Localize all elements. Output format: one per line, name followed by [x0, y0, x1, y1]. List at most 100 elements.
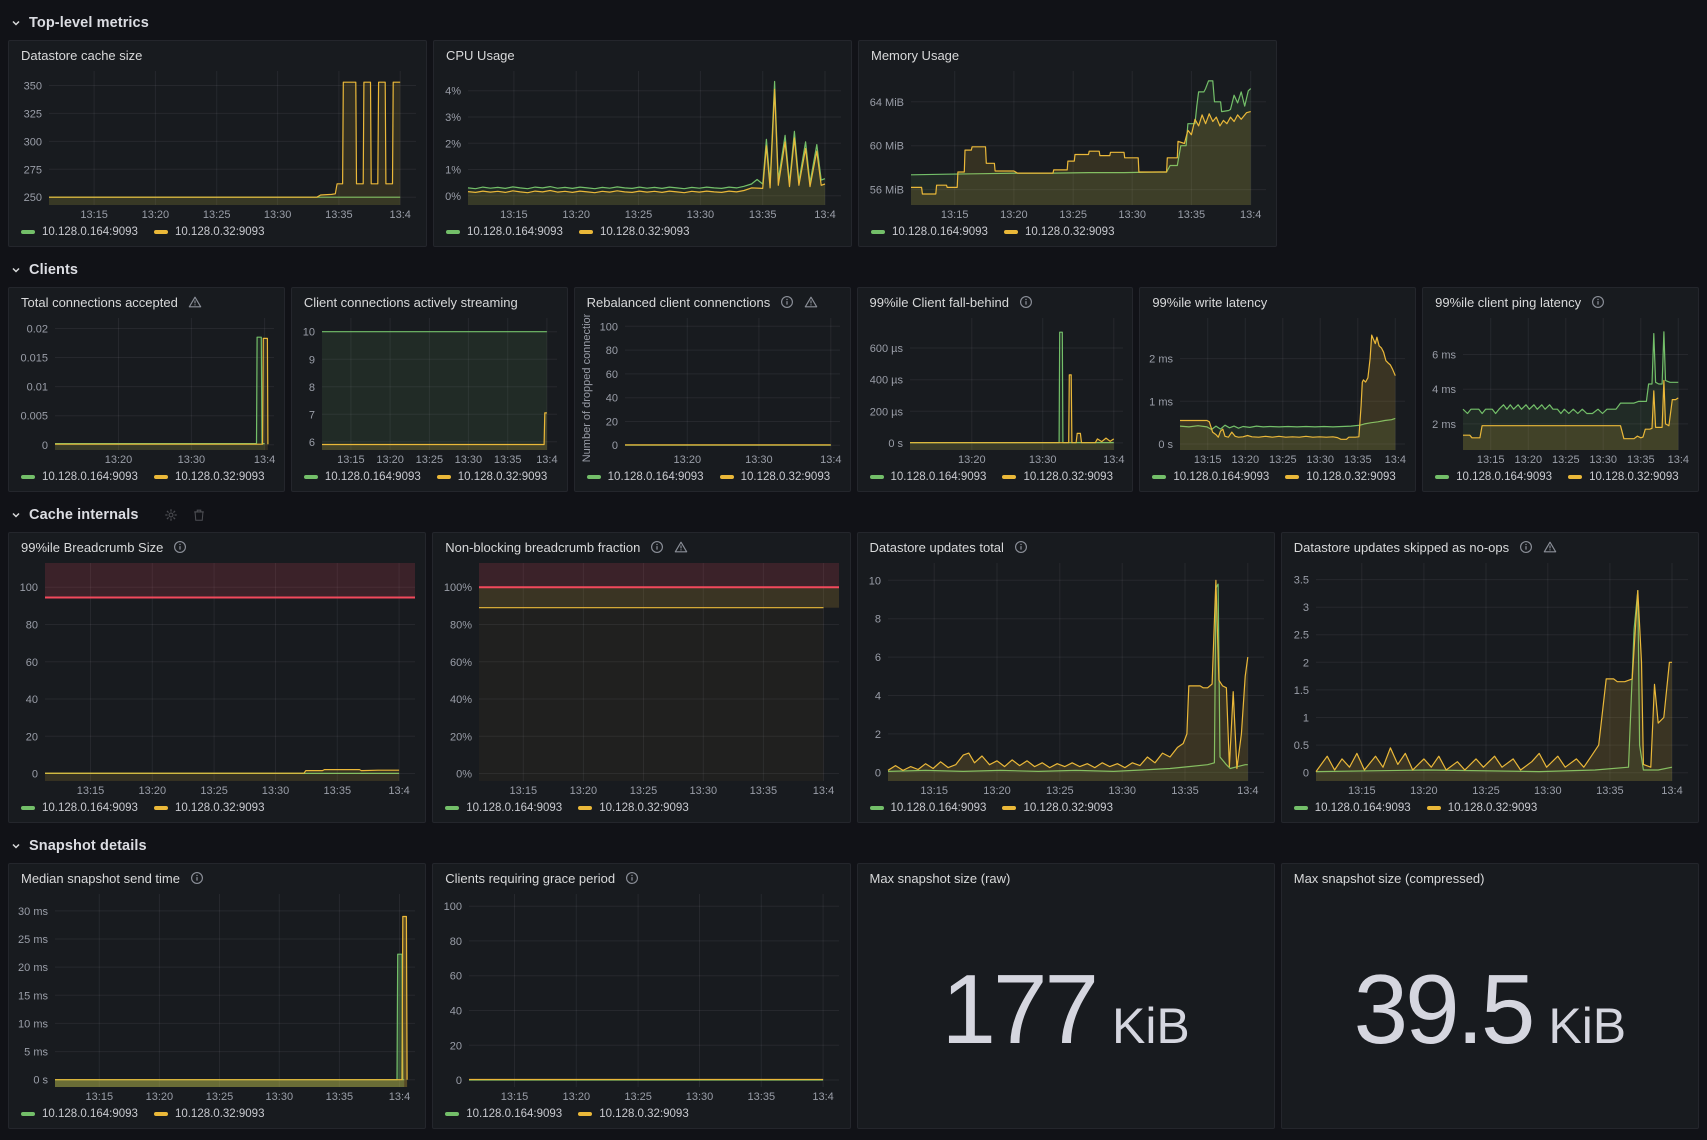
time-series-chart[interactable]: 100% 80% 60% 40% 20% 0% 13:15 13:20 13:25 13:30 13…: [437, 559, 845, 798]
legend-label: 10.128.0.164:9093: [42, 226, 138, 238]
panel-header[interactable]: Max snapshot size (compressed): [1282, 864, 1698, 890]
svg-text:13:35: 13:35: [494, 454, 522, 466]
info-icon[interactable]: [1519, 540, 1533, 554]
time-series-chart[interactable]: 10 9 8 7 6 13:15 13:20 13:25 13:30 13:35 13:4: [296, 314, 563, 467]
warning-icon[interactable]: [188, 295, 202, 309]
panel-header[interactable]: Datastore updates total: [858, 533, 1274, 559]
legend-item[interactable]: 10.128.0.32:9093: [578, 226, 689, 238]
info-icon[interactable]: [1591, 295, 1605, 309]
svg-text:13:30: 13:30: [745, 454, 773, 466]
legend-swatch: [1426, 806, 1441, 810]
info-icon[interactable]: [650, 540, 664, 554]
time-series-chart[interactable]: 2 ms 1 ms 0 s 13:15 13:20 13:25 13:30 13:35 13:4: [1144, 314, 1411, 467]
panel-header[interactable]: Datastore cache size: [9, 41, 426, 67]
legend-item[interactable]: 10.128.0.164:9093: [21, 802, 138, 814]
time-series-chart[interactable]: 100 80 60 40 20 0 13:15 13:20 13:25 13:30 13:35 13:…: [13, 559, 421, 798]
legend-item[interactable]: 10.128.0.164:9093: [21, 471, 138, 483]
time-series-chart[interactable]: 100 80 60 40 20 0 13:20 13:30 13:4 Number of drop…: [579, 314, 846, 467]
legend-item[interactable]: 10.128.0.164:9093: [871, 226, 988, 238]
time-series-chart[interactable]: 4% 3% 2% 1% 0% 13:15 13:20 13:25 13:30 13:35 13:4: [438, 67, 847, 222]
time-series-chart[interactable]: 3.5 3 2.5 2 1.5 1 0.5 0 13:15 13:20 13:25 13:30 13:3…: [1286, 559, 1694, 798]
svg-text:13:4: 13:4: [1661, 785, 1682, 797]
info-icon[interactable]: [173, 540, 187, 554]
legend-item[interactable]: 10.128.0.32:9093: [153, 1108, 264, 1120]
svg-text:0: 0: [874, 767, 880, 779]
legend-item[interactable]: 10.128.0.164:9093: [869, 471, 986, 483]
time-series-chart[interactable]: 600 µs 400 µs 200 µs 0 s 13:20 13:30 13:4: [862, 314, 1129, 467]
info-icon[interactable]: [190, 871, 204, 885]
panel-header[interactable]: Max snapshot size (raw): [858, 864, 1274, 890]
panel-header[interactable]: CPU Usage: [434, 41, 851, 67]
panel-header[interactable]: Non-blocking breadcrumb fraction: [433, 533, 849, 559]
legend-item[interactable]: 10.128.0.32:9093: [578, 802, 689, 814]
legend-item[interactable]: 10.128.0.164:9093: [21, 1108, 138, 1120]
section-header-cache-internals[interactable]: Cache internals: [10, 504, 1699, 526]
svg-text:2 ms: 2 ms: [1432, 419, 1456, 431]
warning-icon[interactable]: [1543, 540, 1557, 554]
info-icon[interactable]: [780, 295, 794, 309]
time-series-chart[interactable]: 10 8 6 4 2 0 13:15 13:20 13:25 13:30 13:35 13:4: [862, 559, 1270, 798]
legend-item[interactable]: 10.128.0.164:9093: [869, 802, 986, 814]
legend-label: 10.128.0.164:9093: [1173, 471, 1270, 483]
legend-item[interactable]: 10.128.0.164:9093: [303, 471, 421, 483]
svg-text:80: 80: [26, 620, 38, 632]
legend-item[interactable]: 10.128.0.32:9093: [436, 471, 547, 483]
section-header-top-level-metrics[interactable]: Top-level metrics: [10, 12, 1699, 34]
warning-icon[interactable]: [674, 540, 688, 554]
time-series-chart[interactable]: 30 ms 25 ms 20 ms 15 ms 10 ms 5 ms 0 s 13:15 13:…: [13, 890, 421, 1104]
svg-text:13:25: 13:25: [203, 209, 231, 221]
legend-item[interactable]: 10.128.0.32:9093: [1285, 471, 1396, 483]
warning-icon[interactable]: [804, 295, 818, 309]
legend-swatch: [578, 806, 593, 810]
section-header-snapshot-details[interactable]: Snapshot details: [10, 835, 1699, 857]
time-series-chart[interactable]: 0.02 0.015 0.01 0.005 0 13:20 13:30 13:4: [13, 314, 280, 467]
legend-item[interactable]: 10.128.0.32:9093: [1003, 226, 1114, 238]
legend-item[interactable]: 10.128.0.164:9093: [586, 471, 704, 483]
legend-item[interactable]: 10.128.0.32:9093: [578, 1108, 689, 1120]
legend-item[interactable]: 10.128.0.32:9093: [1568, 471, 1679, 483]
time-series-chart[interactable]: 6 ms 4 ms 2 ms 13:15 13:20 13:25 13:30 13:35 13:…: [1427, 314, 1694, 467]
info-icon[interactable]: [625, 871, 639, 885]
legend-item[interactable]: 10.128.0.32:9093: [153, 471, 264, 483]
legend-item[interactable]: 10.128.0.32:9093: [1426, 802, 1537, 814]
panel-header[interactable]: Clients requiring grace period: [433, 864, 849, 890]
legend-item[interactable]: 10.128.0.32:9093: [153, 226, 264, 238]
legend-item[interactable]: 10.128.0.32:9093: [1002, 802, 1113, 814]
section-header-clients[interactable]: Clients: [10, 259, 1699, 281]
panel-header[interactable]: 99%ile Client fall-behind: [858, 288, 1133, 314]
legend-item[interactable]: 10.128.0.164:9093: [445, 802, 562, 814]
info-icon[interactable]: [1019, 295, 1033, 309]
panel-header[interactable]: Rebalanced client connenctions: [575, 288, 850, 314]
time-series-chart[interactable]: 100 80 60 40 20 0 13:15 13:20 13:25 13:30 13:35 13:…: [437, 890, 845, 1104]
time-series-chart[interactable]: 64 MiB 60 MiB 56 MiB 13:15 13:20 13:25 13:30 13…: [863, 67, 1272, 222]
panel-header[interactable]: 99%ile Breadcrumb Size: [9, 533, 425, 559]
panel-header[interactable]: 99%ile client ping latency: [1423, 288, 1698, 314]
legend-item[interactable]: 10.128.0.164:9093: [1435, 471, 1552, 483]
panel-header[interactable]: Client connections actively streaming: [292, 288, 567, 314]
panel-header[interactable]: Total connections accepted: [9, 288, 284, 314]
legend-item[interactable]: 10.128.0.32:9093: [1002, 471, 1113, 483]
gear-icon[interactable]: [164, 508, 178, 522]
legend-item[interactable]: 10.128.0.164:9093: [1293, 802, 1411, 814]
time-series-chart[interactable]: 350 325 300 275 250 13:15 13:20 13:25 13:30 13:35…: [13, 67, 422, 222]
svg-text:13:15: 13:15: [1194, 454, 1222, 466]
legend-item[interactable]: 10.128.0.32:9093: [153, 802, 265, 814]
legend-item[interactable]: 10.128.0.32:9093: [719, 471, 830, 483]
legend-item[interactable]: 10.128.0.164:9093: [1152, 471, 1269, 483]
svg-text:13:25: 13:25: [1059, 209, 1087, 221]
svg-text:60%: 60%: [450, 657, 472, 669]
info-icon[interactable]: [1014, 540, 1028, 554]
legend-item[interactable]: 10.128.0.164:9093: [445, 1108, 562, 1120]
legend-item[interactable]: 10.128.0.164:9093: [446, 226, 563, 238]
panel-header[interactable]: Datastore updates skipped as no-ops: [1282, 533, 1698, 559]
trash-icon[interactable]: [192, 508, 206, 522]
panel-title: Max snapshot size (compressed): [1293, 870, 1485, 886]
legend-item[interactable]: 10.128.0.164:9093: [21, 226, 138, 238]
panel-header[interactable]: Median snapshot send time: [9, 864, 425, 890]
svg-text:40%: 40%: [450, 694, 472, 706]
panel-write-latency: 99%ile write latency 2 ms 1 ms 0 s 13:15 13:…: [1139, 287, 1417, 492]
legend-label: 10.128.0.32:9093: [174, 802, 265, 814]
panel-title: 99%ile write latency: [1152, 294, 1268, 310]
panel-header[interactable]: Memory Usage: [859, 41, 1276, 67]
panel-header[interactable]: 99%ile write latency: [1140, 288, 1415, 314]
